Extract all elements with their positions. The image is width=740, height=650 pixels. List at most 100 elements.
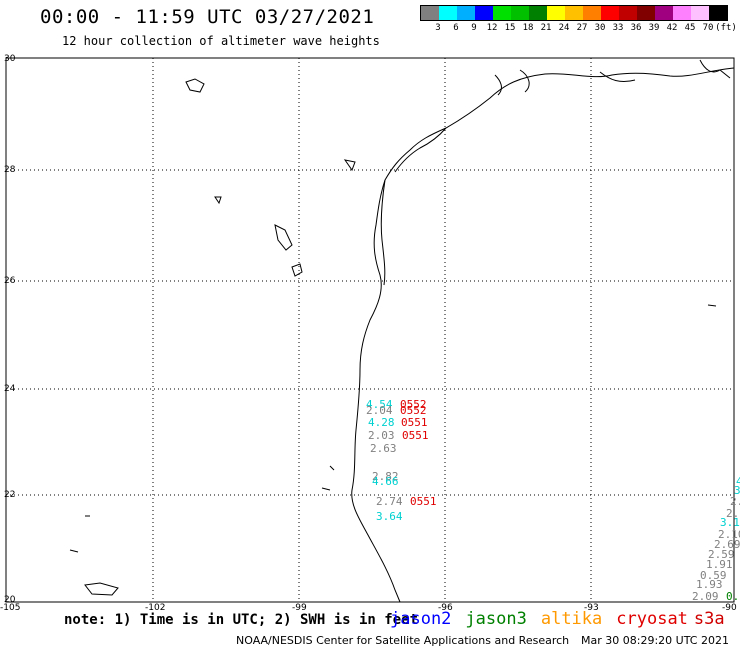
lon-label: -93 (584, 603, 599, 613)
legend-swatch (457, 6, 475, 20)
lon-label: -99 (292, 603, 307, 613)
grid-lines (6, 58, 734, 602)
wave-height-label: 4.28 (368, 416, 395, 429)
color-scale-bar (420, 5, 728, 21)
wave-height-label: 2.10 (718, 528, 740, 541)
legend-tick-label: 6 (453, 23, 459, 33)
legend-tick-label: 12 (486, 23, 498, 33)
island-feature (321, 465, 335, 491)
lat-label: 26 (4, 276, 16, 286)
lat-label: 30 (4, 54, 16, 64)
credit-line: NOAA/NESDIS Center for Satellite Applica… (236, 634, 570, 647)
lon-label: -102 (145, 603, 165, 613)
legend-tick-label: 36 (630, 23, 642, 33)
map-frame (5, 57, 735, 603)
lake-outline (599, 71, 636, 83)
bay-outline (494, 69, 530, 96)
island-feature (84, 582, 119, 596)
legend-swatch (493, 6, 511, 20)
legend-tick-label: 15 (504, 23, 516, 33)
wave-height-label: 2.74 (376, 495, 403, 508)
legend-swatch (655, 6, 673, 20)
legend-swatch (529, 6, 547, 20)
satellite-altika: altika (540, 609, 603, 629)
coastline (351, 59, 735, 603)
wave-height-label: 2.6 (726, 507, 740, 520)
legend-tick-label: 39 (648, 23, 660, 33)
legend-swatch (421, 6, 439, 20)
lake-feature (274, 224, 293, 251)
legend-swatch (691, 6, 709, 20)
legend-tick-label: 24 (558, 23, 570, 33)
legend-swatch (619, 6, 637, 20)
lat-label: 22 (4, 490, 15, 500)
legend-swatch (475, 6, 493, 20)
barrier-island (394, 127, 447, 173)
wave-height-label: 0552 (400, 404, 427, 417)
legend-swatch (583, 6, 601, 20)
legend-swatch (601, 6, 619, 20)
wave-height-label: 4.54 (366, 398, 393, 411)
wave-height-label: 3. (734, 484, 740, 497)
wave-height-label: 3.1 (720, 516, 740, 529)
lat-label: 24 (4, 384, 16, 394)
lat-label: 20 (4, 595, 16, 605)
lon-label: -90 (722, 603, 737, 613)
legend-swatch (565, 6, 583, 20)
legend-tick-label: 21 (540, 23, 552, 33)
wave-height-label: 2.63 (370, 442, 397, 455)
barrier-island-2 (380, 179, 386, 286)
wave-height-label: 2.69 (714, 538, 740, 551)
legend-swatch (709, 6, 727, 20)
wave-height-label: 4 (736, 475, 740, 488)
lake-feature (185, 78, 205, 93)
map-subtitle: 12 hour collection of altimeter wave hei… (62, 34, 380, 48)
color-scale-ticks: 3 6 9 12 15 18 21 24 27 30 33 36 39 42 45 70 (ft) (420, 21, 737, 35)
lake-feature (214, 196, 222, 205)
satellite-jason2: jason2 (390, 609, 452, 629)
footnote: note: 1) Time is in UTC; 2) SWH is in fe… (64, 612, 419, 628)
wave-height-label: 0551 (402, 429, 429, 442)
island-feature (707, 304, 717, 307)
lake-feature (343, 159, 356, 172)
wave-height-label: 0551 (401, 416, 428, 429)
legend-tick-label: 3 (435, 23, 441, 33)
inland-features (69, 78, 717, 596)
wave-height-label: 1.93 (696, 578, 723, 591)
credit-date: Mar 30 08:29:20 UTC 2021 (581, 634, 729, 647)
wave-height-label: 2.04 (366, 404, 393, 417)
legend-tick-label: 30 (594, 23, 606, 33)
legend-swatch (637, 6, 655, 20)
wave-height-label: 0552 (400, 398, 427, 411)
legend-swatch (673, 6, 691, 20)
wave-height-label: 2. (730, 495, 740, 508)
satellite-cryosat: cryosat (616, 609, 688, 629)
satellite-jason3: jason3 (465, 609, 527, 629)
longitude-labels: -105 -102 -99 -96 -93 -90 (0, 603, 737, 613)
legend-tick-label: 18 (522, 23, 534, 33)
altimeter-observations: 4.54 0552 2.04 0552 4.28 0551 2.03 0551 2.63 2.82… (366, 398, 740, 603)
legend-tick-label: (ft) (715, 23, 737, 33)
lon-label: -105 (0, 603, 20, 613)
legend-tick-label: 33 (612, 23, 624, 33)
color-scale-legend: 3 6 9 12 15 18 21 24 27 30 33 36 39 42 45 70 (ft) (420, 5, 737, 35)
legend-tick-label: 45 (684, 23, 696, 33)
legend-tick-label: 70 (702, 23, 714, 33)
legend-swatch (547, 6, 565, 20)
wave-height-label: 4.66 (372, 475, 399, 488)
satellite-s3a: s3a (693, 609, 725, 629)
wave-height-label: 0551 (410, 495, 437, 508)
island-feature (69, 549, 79, 553)
legend-tick-label: 42 (666, 23, 678, 33)
delta-outline (699, 59, 731, 79)
satellite-legend: jason2 jason3 altika cryosat s3a (390, 609, 739, 629)
latitude-labels: 30 28 26 24 22 20 (4, 54, 16, 605)
wave-height-label: 2.59 (708, 548, 735, 561)
legend-tick-label: 9 (471, 23, 477, 33)
legend-tick-label: 27 (576, 23, 588, 33)
lon-label: -96 (438, 603, 453, 613)
wave-height-label: 3.64 (376, 510, 403, 523)
wave-height-label: 2.03 (368, 429, 395, 442)
